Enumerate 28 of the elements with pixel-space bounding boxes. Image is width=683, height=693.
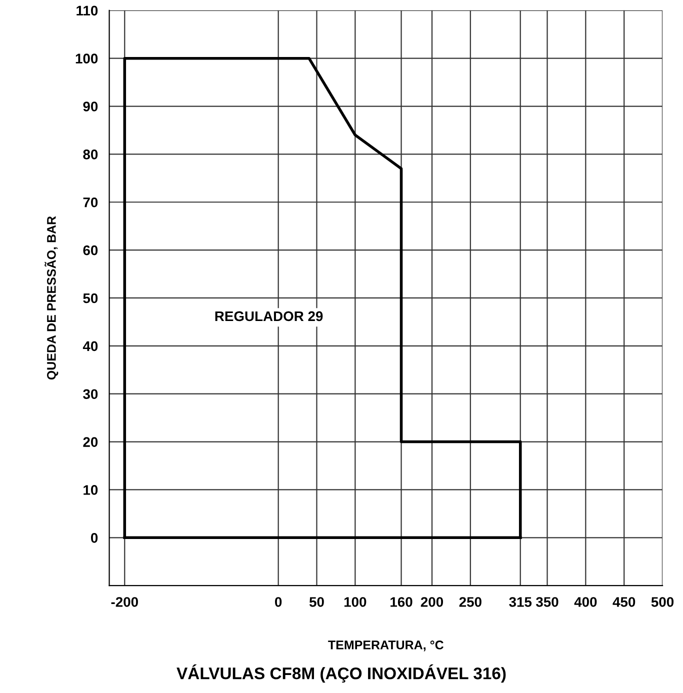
- x-tick-label: 50: [309, 597, 324, 607]
- text: VÁLVULAS CF8M (AÇO INOXIDÁVEL 316): [176, 664, 506, 683]
- annotation: REGULADOR 29: [215, 311, 323, 322]
- y-tick-label: 90: [83, 102, 98, 112]
- x-tick-label: 400: [574, 597, 597, 607]
- x-tick-label: 160: [390, 597, 412, 607]
- y-tick-label: 60: [83, 245, 98, 256]
- y-tick-label: 20: [83, 437, 98, 447]
- x-tick-label: -200: [111, 597, 138, 607]
- y-tick-label: 80: [83, 150, 98, 160]
- y-axis-title: QUEDA DE PRESSÃO, BAR: [44, 216, 58, 380]
- x-tick-label: 450: [612, 597, 636, 607]
- x-tick-label: 200: [420, 597, 444, 607]
- x-tick-label: 350: [536, 597, 558, 607]
- y-tick-label: 70: [83, 197, 98, 208]
- y-tick-label: 0: [90, 532, 98, 543]
- x-tick-label: 100: [344, 597, 366, 607]
- y-tick-label: 40: [82, 341, 98, 352]
- x-tick-label: 315: [509, 597, 532, 607]
- y-tick-label: 110: [76, 6, 98, 16]
- x-axis-title: TEMPERATURA, °C: [328, 640, 444, 652]
- y-tick-label: 10: [84, 485, 98, 495]
- y-tick-label: 100: [76, 54, 98, 64]
- x-tick-label: 250: [459, 597, 482, 607]
- x-tick-label: 500: [651, 597, 674, 607]
- x-tick-label: 0: [275, 597, 282, 607]
- y-tick-label: 50: [83, 293, 98, 304]
- y-tick-label: 30: [83, 389, 98, 400]
